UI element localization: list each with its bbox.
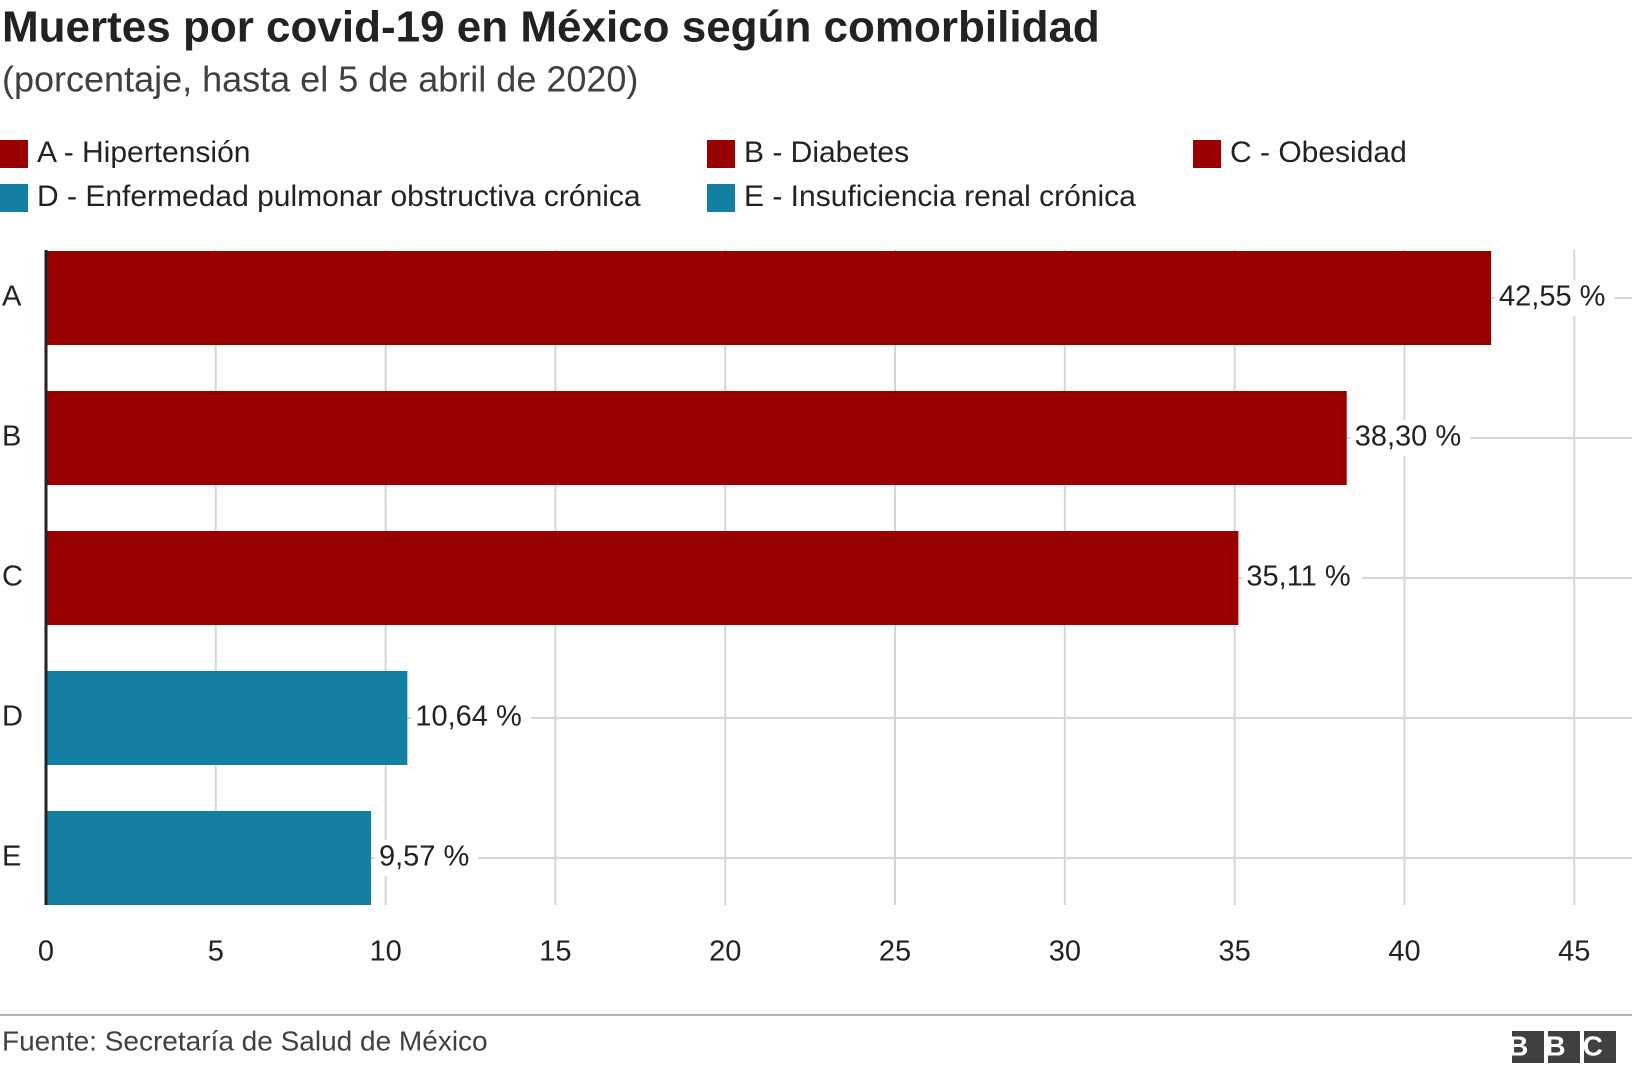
x-tick-label: 20	[709, 936, 741, 968]
legend-swatch	[0, 140, 28, 168]
legend-swatch	[707, 140, 735, 168]
y-tick-label: A	[2, 281, 22, 313]
logo-boxes	[1512, 1031, 1616, 1063]
y-tick-label: E	[2, 841, 21, 873]
legend-label: D - Enfermedad pulmonar obstructiva crón…	[37, 180, 641, 213]
value-label: 9,57 %	[379, 841, 469, 873]
bar	[46, 531, 1239, 625]
x-tick-label: 35	[1219, 936, 1251, 968]
value-label-bg	[375, 840, 479, 876]
x-tick-label: 30	[1049, 936, 1081, 968]
bar	[46, 391, 1347, 485]
value-label-bg	[1495, 280, 1615, 316]
value-label: 38,30 %	[1355, 421, 1461, 453]
bar	[46, 811, 372, 905]
legend-label: E - Insuficiencia renal crónica	[744, 180, 1136, 213]
legend-label: C - Obesidad	[1230, 136, 1407, 169]
y-tick-label: D	[2, 701, 23, 733]
legend-label: A - Hipertensión	[37, 136, 250, 169]
legend-label: B - Diabetes	[744, 136, 909, 169]
chart-title: Muertes por covid-19 en México según com…	[2, 3, 1100, 52]
value-label-bg	[411, 700, 531, 736]
x-tick-label: 15	[539, 936, 571, 968]
x-tick-label: 10	[369, 936, 401, 968]
value-label-bg	[1242, 560, 1362, 596]
legend-swatch	[1193, 140, 1221, 168]
source: Fuente: Secretaría de Salud de México	[2, 1025, 488, 1056]
logo: BBC	[1508, 1030, 1620, 1061]
x-tick-label: 25	[879, 936, 911, 968]
y-tick-label: C	[2, 561, 23, 593]
y-tick-label: B	[2, 421, 21, 453]
x-tick-label: 0	[38, 936, 54, 968]
value-label: 42,55 %	[1499, 281, 1605, 313]
value-label: 35,11 %	[1246, 561, 1350, 593]
chart-subtitle: (porcentaje, hasta el 5 de abril de 2020…	[2, 59, 638, 100]
bar	[46, 251, 1492, 345]
x-tick-label: 45	[1558, 936, 1590, 968]
x-tick-label: 5	[208, 936, 224, 968]
x-tick-label: 40	[1388, 936, 1420, 968]
value-label-bg	[1350, 420, 1471, 456]
legend-swatch	[707, 184, 735, 212]
bar	[46, 671, 408, 765]
legend-swatch	[0, 184, 28, 212]
value-label: 10,64 %	[415, 701, 521, 733]
